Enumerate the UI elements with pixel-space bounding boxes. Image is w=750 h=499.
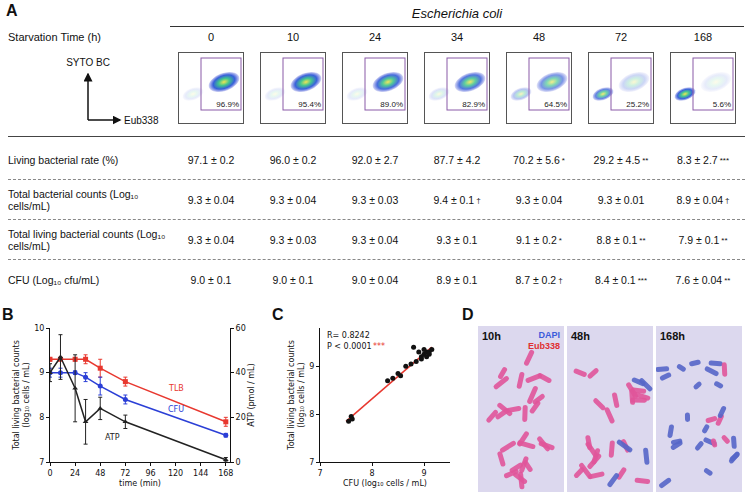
html-text:9.3 ± 0.04: 9.3 ± 0.04 (187, 234, 235, 246)
html-text:Total living bacterial counts: Total living bacterial counts (Log₁₀ cel… (8, 228, 166, 252)
html-text:9.3 ± 0.04: 9.3 ± 0.04 (351, 234, 399, 246)
svg-text:TLB: TLB (168, 384, 184, 393)
html-text:7.9 ± 0.1**: 7.9 ± 0.1** (678, 234, 728, 246)
html-text:Starvation Time (h): Starvation Time (h) (8, 31, 101, 43)
svg-text:8: 8 (369, 469, 374, 478)
html-text:B: B (2, 306, 14, 323)
svg-text:82.9%: 82.9% (462, 100, 485, 109)
svg-text:DAPI: DAPI (538, 330, 560, 340)
svg-text:10: 10 (34, 324, 44, 333)
svg-text:7: 7 (39, 458, 44, 467)
html-text:9.0 ± 0.1: 9.0 ± 0.1 (190, 274, 232, 286)
svg-text:20: 20 (236, 413, 246, 422)
svg-text:Total living bacterial counts(: Total living bacterial counts(log₁₀ cell… (12, 340, 31, 451)
svg-text:0: 0 (236, 458, 241, 467)
svg-text:144: 144 (193, 469, 208, 478)
svg-text:5.6%: 5.6% (713, 100, 731, 109)
html-text:9.1 ± 0.2*: 9.1 ± 0.2* (516, 234, 562, 246)
html-text:48: 48 (532, 31, 546, 43)
svg-text:ATP (pmol / mL): ATP (pmol / mL) (247, 363, 256, 426)
html-text:9.3 ± 0.04: 9.3 ± 0.04 (269, 194, 317, 206)
html-text:8.8 ± 0.1**: 8.8 ± 0.1** (596, 234, 646, 246)
svg-text:Eub338: Eub338 (528, 341, 560, 351)
svg-text:64.5%: 64.5% (544, 100, 567, 109)
html-text:9.3 ± 0.03: 9.3 ± 0.03 (269, 234, 317, 246)
svg-text:CFU: CFU (168, 405, 184, 414)
html-text:9.3 ± 0.03: 9.3 ± 0.03 (351, 194, 399, 206)
svg-text:9: 9 (309, 362, 314, 371)
html-text:24: 24 (368, 31, 382, 43)
html-text:A: A (6, 2, 18, 19)
html-text:9.0 ± 0.1: 9.0 ± 0.1 (272, 274, 314, 286)
svg-text:Eub338: Eub338 (124, 115, 159, 126)
html-text:72: 72 (614, 31, 628, 43)
svg-text:40: 40 (236, 368, 246, 377)
svg-text:P < 0.0001: P < 0.0001 (327, 342, 372, 351)
svg-text:168h: 168h (660, 330, 685, 342)
html-text:96.0 ± 0.2: 96.0 ± 0.2 (269, 154, 317, 166)
html-text:8.9 ± 0.04†: 8.9 ± 0.04† (676, 194, 730, 206)
svg-text:72: 72 (120, 469, 130, 478)
svg-text:60: 60 (236, 324, 246, 333)
html-text:9.3 ± 0.1: 9.3 ± 0.1 (436, 234, 478, 246)
svg-text:time (min): time (min) (119, 479, 161, 488)
html-text:Living bacterial rate (%): Living bacterial rate (%) (8, 154, 119, 166)
svg-text:9: 9 (39, 368, 44, 377)
svg-text:ATP: ATP (105, 433, 120, 442)
html-text:9.3 ± 0.04: 9.3 ± 0.04 (187, 194, 235, 206)
html-text:34: 34 (450, 31, 464, 43)
html-text:87.7 ± 4.2: 87.7 ± 4.2 (433, 154, 481, 166)
svg-text:7: 7 (317, 469, 322, 478)
svg-text:120: 120 (168, 469, 183, 478)
svg-text:96.9%: 96.9% (216, 100, 239, 109)
html-text:9.4 ± 0.1†: 9.4 ± 0.1† (433, 194, 481, 206)
svg-text:0: 0 (47, 469, 52, 478)
html-text:10: 10 (286, 31, 300, 43)
svg-text:168: 168 (218, 469, 233, 478)
html-text:Total bacterial counts (Log₁₀: Total bacterial counts (Log₁₀ cells/mL) (8, 188, 139, 212)
svg-text:89.0%: 89.0% (380, 100, 403, 109)
html-text:8.9 ± 0.1: 8.9 ± 0.1 (436, 274, 478, 286)
html-text:29.2 ± 4.5**: 29.2 ± 4.5** (593, 154, 649, 166)
html-text:0: 0 (207, 31, 215, 43)
svg-text:24: 24 (70, 469, 80, 478)
svg-text:48: 48 (95, 469, 105, 478)
svg-text:***: *** (373, 342, 385, 351)
html-text:D: D (462, 306, 474, 323)
html-text:Escherichia coli: Escherichia coli (411, 6, 503, 21)
html-text:8.4 ± 0.1***: 8.4 ± 0.1*** (594, 274, 648, 286)
svg-text:8: 8 (309, 410, 314, 419)
svg-text:95.4%: 95.4% (298, 100, 321, 109)
html-text:70.2 ± 5.6*: 70.2 ± 5.6* (513, 154, 565, 166)
html-text:97.1 ± 0.2: 97.1 ± 0.2 (187, 154, 235, 166)
html-text:9.0 ± 0.04: 9.0 ± 0.04 (351, 274, 399, 286)
html-text:9.3 ± 0.01: 9.3 ± 0.01 (597, 194, 645, 206)
html-text:CFU (Log₁₀ cfu/mL): CFU (Log₁₀ cfu/mL) (8, 274, 100, 286)
svg-text:96: 96 (145, 469, 155, 478)
svg-text:8: 8 (39, 413, 44, 422)
html-text:C: C (272, 306, 284, 323)
svg-text:Total living bacterial counts(: Total living bacterial counts(log₁₀ cell… (287, 340, 306, 451)
html-text:8.7 ± 0.2†: 8.7 ± 0.2† (515, 274, 563, 286)
svg-text:10h: 10h (482, 330, 501, 342)
svg-text:R= 0.8242: R= 0.8242 (327, 331, 370, 340)
html-text:8.3 ± 2.7***: 8.3 ± 2.7*** (676, 154, 730, 166)
svg-text:25.2%: 25.2% (626, 100, 649, 109)
html-text:9.3 ± 0.04: 9.3 ± 0.04 (515, 194, 563, 206)
html-text:168: 168 (693, 31, 713, 43)
svg-text:CFU (log₁₀ cells / mL): CFU (log₁₀ cells / mL) (343, 479, 427, 488)
html-text:92.0 ± 2.7: 92.0 ± 2.7 (351, 154, 399, 166)
svg-text:7: 7 (309, 458, 314, 467)
svg-text:SYTO BC: SYTO BC (66, 57, 110, 68)
svg-text:9: 9 (421, 469, 426, 478)
svg-text:48h: 48h (571, 330, 590, 342)
html-text:7.6 ± 0.04**: 7.6 ± 0.04** (675, 274, 731, 286)
